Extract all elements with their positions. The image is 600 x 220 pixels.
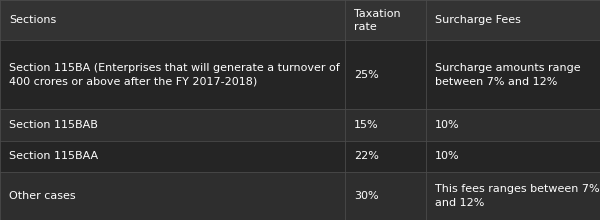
Text: Other cases: Other cases: [9, 191, 76, 201]
Text: Section 115BAA: Section 115BAA: [9, 151, 98, 161]
Text: Sections: Sections: [9, 15, 56, 25]
Bar: [0, 40, 600, 109]
Text: 15%: 15%: [354, 120, 379, 130]
Text: 10%: 10%: [435, 151, 460, 161]
Text: This fees ranges between 7%
and 12%: This fees ranges between 7% and 12%: [435, 184, 599, 208]
Text: Section 115BA (Enterprises that will generate a turnover of
400 crores or above : Section 115BA (Enterprises that will gen…: [9, 62, 340, 86]
Text: Surcharge Fees: Surcharge Fees: [435, 15, 521, 25]
Text: 22%: 22%: [354, 151, 379, 161]
Bar: [0, 172, 600, 220]
Text: 25%: 25%: [354, 70, 379, 80]
Text: 30%: 30%: [354, 191, 379, 201]
Text: Section 115BAB: Section 115BAB: [9, 120, 98, 130]
Text: Taxation
rate: Taxation rate: [354, 9, 401, 32]
Text: Surcharge amounts range
between 7% and 12%: Surcharge amounts range between 7% and 1…: [435, 62, 581, 86]
Text: 10%: 10%: [435, 120, 460, 130]
Bar: [0, 141, 600, 172]
Bar: [0, 0, 600, 40]
Bar: [0, 109, 600, 141]
